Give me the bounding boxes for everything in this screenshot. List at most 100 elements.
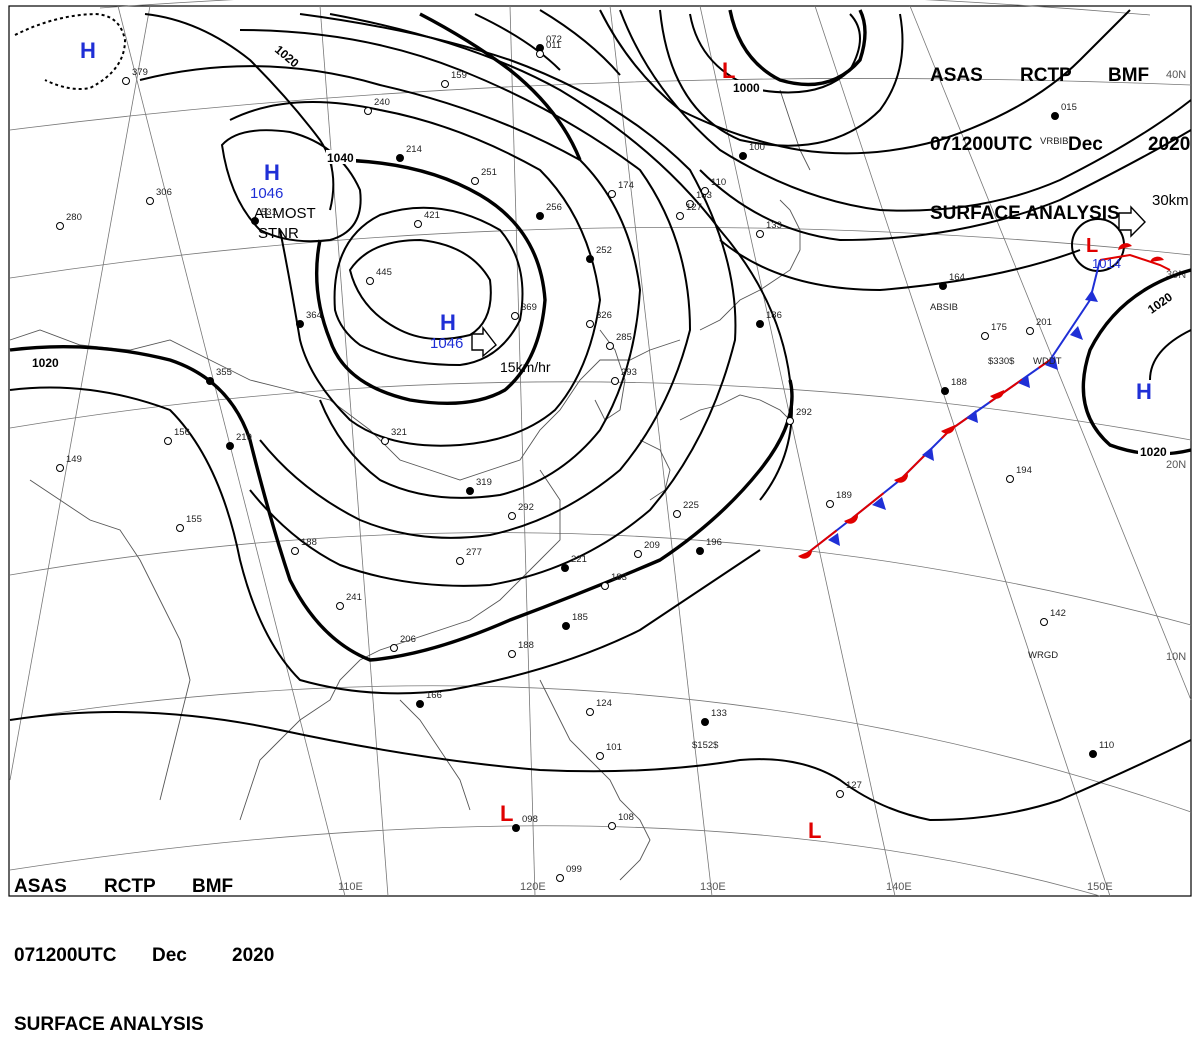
station-pressure: 292 (796, 407, 812, 418)
station-pressure: 206 (400, 634, 416, 645)
movement-arrow-icon (1118, 205, 1146, 238)
station-marker (226, 442, 234, 450)
isobar-value: 1000 (733, 81, 760, 95)
lon-label: 110E (338, 881, 363, 893)
station-marker (826, 500, 834, 508)
station-pressure: 183 (696, 190, 712, 201)
station-pressure: 108 (618, 812, 634, 823)
high-pressure-label: H (80, 38, 96, 63)
station-marker (696, 547, 704, 555)
station-pressure: 127 (846, 780, 862, 791)
station-marker (556, 874, 564, 882)
station-marker (676, 212, 684, 220)
station-pressure: 196 (706, 537, 722, 548)
station-pressure: 110 (1099, 740, 1114, 751)
header-product: ASAS (930, 65, 983, 86)
station-pressure: 219 (236, 432, 252, 443)
station-marker (471, 177, 479, 185)
station-pressure: 188 (951, 377, 967, 388)
station-marker (939, 282, 947, 290)
station-marker (251, 217, 259, 225)
station-pressure: 293 (621, 367, 637, 378)
low-pressure-label: L (1086, 235, 1098, 257)
station-marker (686, 200, 694, 208)
header-year: 2020 (1148, 134, 1191, 155)
station-marker (1089, 750, 1097, 758)
station-pressure: 252 (596, 245, 612, 256)
station-pressure: 319 (476, 477, 492, 488)
motion-speed: 15km/hr (500, 359, 551, 375)
station-marker (836, 790, 844, 798)
station-marker (176, 524, 184, 532)
station-marker (336, 602, 344, 610)
station-marker (511, 312, 519, 320)
station-marker (456, 557, 464, 565)
motion-arrows (471, 205, 1146, 358)
isobar-value: 1020 (1140, 445, 1167, 459)
station-pressure: 379 (132, 67, 148, 78)
station-pressure: 124 (596, 698, 612, 709)
station-pressure: 142 (1050, 608, 1066, 619)
header-time: 071200UTC (14, 945, 117, 966)
station-pressure: 280 (66, 212, 82, 223)
graticule (9, 0, 1192, 897)
station-marker (673, 510, 681, 518)
header-month: Dec (1068, 134, 1103, 155)
station-pressure: 174 (618, 180, 634, 191)
lat-label: 10N (1166, 651, 1186, 663)
station-pressure: 225 (683, 500, 699, 511)
motion-speed: 30km (1152, 192, 1189, 209)
header-code: BMF (192, 876, 234, 897)
header-product: ASAS (14, 876, 67, 897)
station-id: $152$ (692, 740, 719, 751)
header-month: Dec (152, 945, 187, 966)
station-id: WRGD (1028, 650, 1058, 661)
station-marker (611, 377, 619, 385)
station-marker (536, 212, 544, 220)
station-marker (586, 320, 594, 328)
station-marker (608, 822, 616, 830)
station-marker (414, 220, 422, 228)
system-note: STNR (258, 225, 299, 242)
low-pressure-label: L (500, 801, 513, 826)
movement-arrow-icon (471, 325, 497, 358)
high-pressure-value: 1046 (430, 335, 463, 352)
chart-header-top-right: ASAS RCTP BMF 071200UTC Dec 2020 SURFACE ANA… (930, 18, 1190, 248)
station-marker (941, 387, 949, 395)
station-pressure: 306 (156, 187, 172, 198)
header-code: BMF (1108, 65, 1150, 86)
station-id: VRBIB (1040, 136, 1069, 147)
pressure-systems: H H 1046 ALMOST STNR H 1046 15km/hr L L … (80, 38, 1189, 843)
station-id: $330$ (988, 356, 1015, 367)
station-pressure: 133 (711, 708, 727, 719)
station-marker (608, 190, 616, 198)
low-pressure-label: L (808, 818, 821, 843)
station-pressure: 155 (186, 514, 202, 525)
station-pressure: 355 (216, 367, 232, 378)
surface-analysis-map: 110E 120E 130E 140E 150E 40N 30N 20N 10N (8, 0, 1192, 897)
station-marker (1051, 112, 1059, 120)
station-pressure: 159 (451, 70, 467, 81)
header-station: RCTP (104, 876, 156, 897)
station-marker (634, 550, 642, 558)
station-marker (366, 277, 374, 285)
station-pressure: 285 (616, 332, 632, 343)
station-marker (396, 154, 404, 162)
station-plots: 072 159 240 214 251 174 256 306 280 531 421 445 364 3… (56, 34, 1114, 882)
station-marker (981, 332, 989, 340)
station-marker (291, 547, 299, 555)
station-marker (508, 650, 516, 658)
chart-header-bottom-left: ASAS RCTP BMF 071200UTC Dec 2020 SURFACE ANA… (14, 829, 274, 1059)
station-marker (1040, 618, 1048, 626)
station-pressure: 209 (644, 540, 660, 551)
station-pressure: 183 (611, 572, 627, 583)
station-marker (601, 582, 609, 590)
station-pressure: 188 (518, 640, 534, 651)
station-pressure: 164 (949, 272, 965, 283)
station-marker (596, 752, 604, 760)
station-marker (756, 230, 764, 238)
lon-label: 140E (886, 881, 912, 893)
station-marker (586, 255, 594, 263)
system-note: ALMOST (254, 205, 316, 222)
station-marker (536, 50, 544, 58)
